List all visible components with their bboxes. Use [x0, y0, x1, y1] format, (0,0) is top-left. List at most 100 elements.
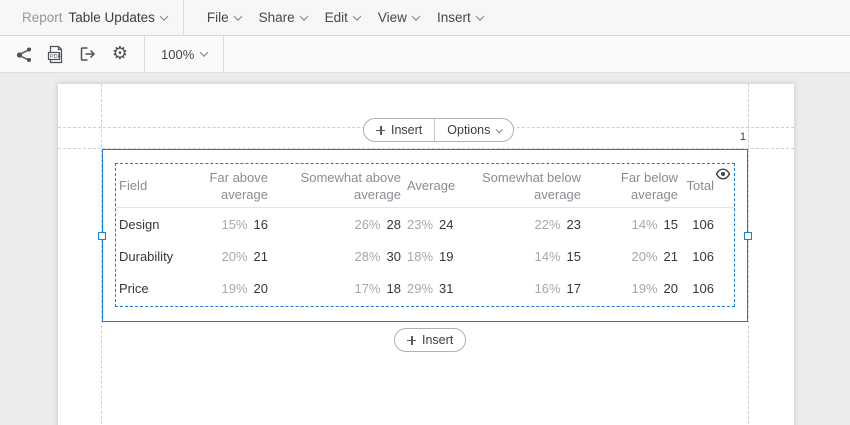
table-row: Durability 20% 21 28% 30 18% 19 14% 15 20% 21… — [116, 240, 734, 272]
count-value: 21 — [253, 248, 268, 264]
row-label: Price — [119, 280, 149, 296]
insert-label: Insert — [391, 123, 423, 137]
percent-value: 17% — [354, 280, 381, 296]
count-value: 15 — [663, 216, 678, 232]
percent-value: 16% — [534, 280, 561, 296]
row-label: Durability — [119, 248, 174, 264]
left-margin-guide — [101, 84, 102, 425]
menu-file[interactable]: File — [198, 1, 250, 34]
count-value: 19 — [439, 248, 454, 264]
menu-share[interactable]: Share — [250, 1, 316, 34]
pdf-download-icon[interactable]: PDF — [46, 44, 66, 64]
insert-options-pill: Insert Options — [363, 118, 515, 142]
percent-value: 20% — [221, 248, 248, 264]
options-button[interactable]: Options — [435, 119, 513, 141]
percent-value: 22% — [534, 216, 561, 232]
chevron-down-icon — [299, 11, 308, 21]
percent-value: 15% — [221, 216, 248, 232]
count-value: 30 — [386, 248, 401, 264]
titlebar-divider — [182, 0, 184, 36]
chevron-down-icon — [475, 11, 484, 21]
share-icon[interactable] — [14, 44, 34, 64]
menu-view[interactable]: View — [369, 1, 428, 34]
options-label: Options — [447, 123, 491, 137]
percent-value: 20% — [631, 248, 658, 264]
count-value: 28 — [386, 216, 401, 232]
count-value: 15 — [566, 248, 581, 264]
chevron-down-icon — [352, 11, 362, 21]
report-name: Table Updates — [68, 10, 155, 25]
col-header-field: Field — [119, 178, 148, 193]
count-value: 21 — [663, 248, 678, 264]
plus-icon — [376, 125, 385, 135]
element-selection-outline — [98, 149, 752, 322]
table-header-row: Field Far above average Somewhat above a… — [116, 164, 734, 208]
chevron-down-icon — [159, 11, 169, 21]
row-label: Design — [119, 216, 160, 232]
menu-insert-label: Insert — [436, 10, 471, 25]
menu-edit[interactable]: Edit — [316, 1, 369, 34]
menu-insert[interactable]: Insert — [428, 1, 492, 34]
toolbar-icon-group: PDF ⚙ — [0, 36, 145, 72]
count-value: 31 — [439, 280, 454, 296]
col-header-average: Average — [407, 178, 456, 193]
page-number: 1 — [739, 131, 746, 143]
settings-gear-icon[interactable]: ⚙ — [111, 43, 129, 64]
count-value: 24 — [439, 216, 454, 232]
resize-handle-left[interactable] — [98, 232, 106, 240]
percent-value: 18% — [407, 248, 434, 264]
chevron-down-icon — [200, 48, 209, 57]
menu-edit-label: Edit — [324, 10, 348, 25]
menu-share-label: Share — [258, 10, 295, 25]
table-row: Price 19% 20 17% 18 29% 31 16% 17 19% 20 106 — [116, 272, 734, 304]
percent-value: 14% — [534, 248, 561, 264]
report-table-element[interactable]: Field Far above average Somewhat above a… — [115, 163, 735, 307]
report-title-dropdown[interactable]: Report Table Updates — [22, 10, 169, 25]
count-value: 17 — [566, 280, 581, 296]
col-header-total: Total — [686, 178, 714, 193]
count-value: 20 — [253, 280, 268, 296]
col-header-far-above: Far above average — [209, 169, 268, 202]
export-icon[interactable] — [78, 44, 98, 64]
percent-value: 28% — [354, 248, 381, 264]
percent-value: 14% — [631, 216, 658, 232]
menu-list: File Share Edit View Insert — [198, 1, 492, 34]
top-menu-bar: Report Table Updates File Share Edit Vie… — [0, 0, 850, 36]
percent-value: 23% — [407, 216, 434, 232]
resize-handle-right[interactable] — [744, 232, 752, 240]
chevron-down-icon — [411, 11, 421, 21]
insert-label: Insert — [422, 333, 454, 347]
total-value: 106 — [692, 216, 714, 232]
pill-divider — [434, 119, 436, 141]
zoom-dropdown[interactable]: 100% — [145, 36, 225, 72]
icon-toolbar: PDF ⚙ 100% — [0, 36, 850, 73]
header-guide-bottom — [58, 148, 794, 149]
menu-view-label: View — [377, 10, 407, 25]
total-value: 106 — [692, 280, 714, 296]
report-page: 1 Insert Options — [58, 84, 794, 425]
visibility-eye-icon[interactable] — [715, 167, 731, 181]
report-label: Report — [22, 10, 63, 25]
plus-icon — [407, 335, 416, 345]
menu-file-label: File — [206, 10, 229, 25]
total-value: 106 — [692, 248, 714, 264]
col-header-somewhat-below: Somewhat below average — [482, 169, 581, 202]
right-margin-guide — [748, 84, 749, 425]
zoom-level: 100% — [161, 46, 195, 62]
svg-text:PDF: PDF — [50, 54, 62, 60]
insert-button-bottom[interactable]: Insert — [394, 328, 467, 352]
col-header-far-below: Far below average — [620, 169, 678, 202]
count-value: 23 — [566, 216, 581, 232]
report-canvas: 1 Insert Options — [0, 73, 850, 425]
count-value: 20 — [663, 280, 678, 296]
percent-value: 26% — [354, 216, 381, 232]
percent-value: 19% — [631, 280, 658, 296]
table-row: Design 15% 16 26% 28 23% 24 22% 23 14% 15 106 — [116, 208, 734, 240]
col-header-somewhat-above: Somewhat above average — [300, 169, 401, 202]
percent-value: 19% — [221, 280, 248, 296]
percent-value: 29% — [407, 280, 434, 296]
count-value: 18 — [386, 280, 401, 296]
chevron-down-icon — [496, 125, 504, 133]
insert-button-top[interactable]: Insert — [364, 119, 434, 141]
survey-table: Field Far above average Somewhat above a… — [116, 164, 734, 304]
